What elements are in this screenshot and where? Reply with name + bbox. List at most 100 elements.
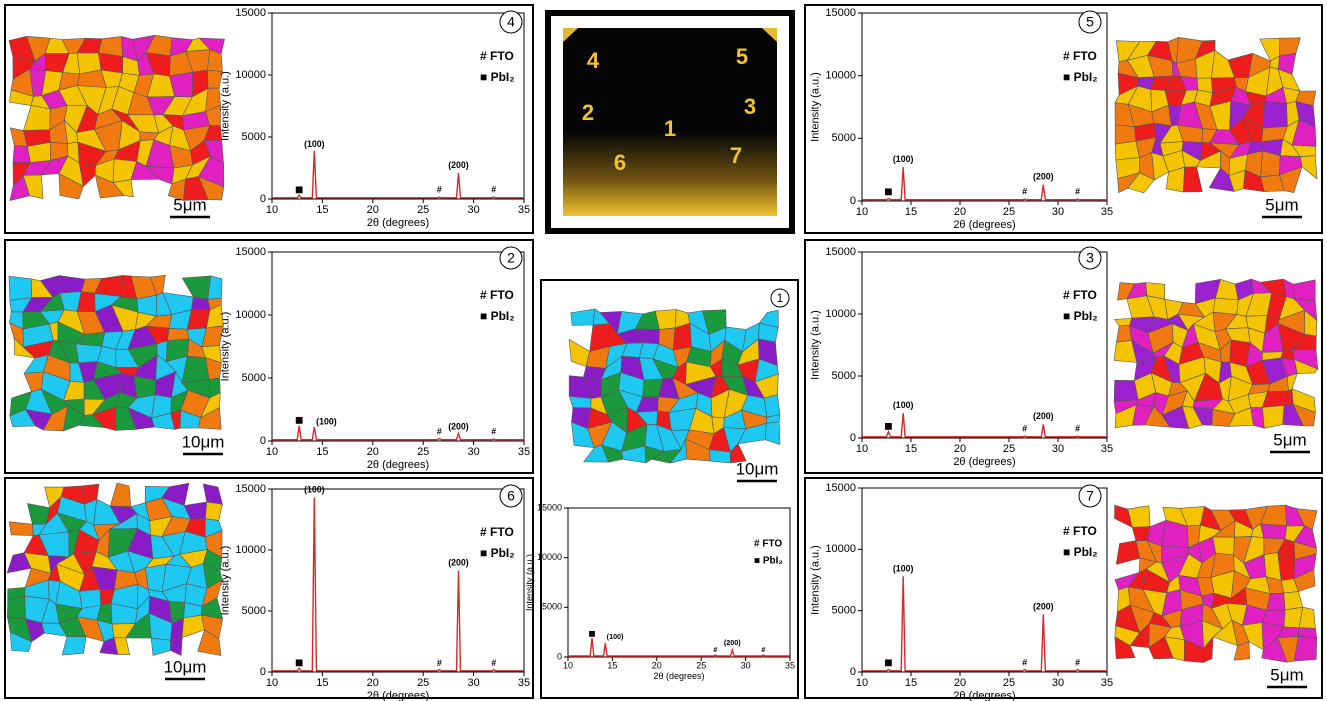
x-tick-label: 25 xyxy=(1003,443,1015,455)
scale-bar-label: 10μm xyxy=(182,432,225,451)
sample-label: 4 xyxy=(587,48,600,73)
x-tick-label: 10 xyxy=(856,677,868,689)
plot-area xyxy=(568,508,790,657)
sample-label: 3 xyxy=(744,94,756,119)
y-tick-label: 5000 xyxy=(832,605,856,617)
x-tick-label: 10 xyxy=(563,660,573,670)
y-tick-label: 10000 xyxy=(235,309,266,321)
annotation: ■ xyxy=(295,654,303,670)
x-tick-label: 25 xyxy=(417,677,429,689)
x-tick-label: 35 xyxy=(518,204,530,216)
y-tick-label: 5000 xyxy=(832,370,856,382)
grain xyxy=(1262,405,1284,428)
x-tick-label: 30 xyxy=(1052,206,1064,218)
scale-bar-label: 10μm xyxy=(164,657,207,676)
legend-entry: # FTO xyxy=(1063,288,1097,302)
annotation: # xyxy=(437,658,442,668)
y-tick-label: 15000 xyxy=(537,502,562,512)
y-axis-label: Intensity (a.u.) xyxy=(810,545,822,615)
y-tick-label: 15000 xyxy=(235,7,266,19)
x-tick-label: 35 xyxy=(1101,443,1113,455)
legend-entry: ■ PbI₂ xyxy=(480,70,515,84)
y-tick-label: 5000 xyxy=(832,132,856,144)
grain xyxy=(203,484,222,504)
grain xyxy=(9,276,32,300)
x-tick-label: 35 xyxy=(518,446,530,458)
legend-entry: ■ PbI₂ xyxy=(754,556,783,567)
annotation: ■ xyxy=(884,418,892,434)
x-tick-label: 30 xyxy=(467,677,479,689)
x-tick-label: 30 xyxy=(467,204,479,216)
y-tick-label: 0 xyxy=(260,666,266,678)
x-tick-label: 10 xyxy=(266,677,278,689)
annotation: # xyxy=(491,185,496,195)
grain xyxy=(9,522,33,536)
x-tick-label: 15 xyxy=(316,204,328,216)
plot-area xyxy=(862,13,1107,201)
legend-entry: # FTO xyxy=(480,525,514,539)
x-tick-label: 15 xyxy=(316,446,328,458)
annotation: (100) xyxy=(893,154,914,164)
x-tick-label: 35 xyxy=(1101,206,1113,218)
x-tick-label: 30 xyxy=(467,446,479,458)
plot-area xyxy=(862,488,1107,672)
y-tick-label: 10000 xyxy=(235,544,266,556)
grain xyxy=(1183,167,1202,192)
x-tick-label: 30 xyxy=(741,660,751,670)
x-tick-label: 20 xyxy=(954,206,966,218)
grain xyxy=(59,276,85,294)
annotation: # xyxy=(437,427,442,437)
y-tick-label: 5000 xyxy=(542,602,562,612)
x-tick-label: 20 xyxy=(367,446,379,458)
grain xyxy=(7,596,25,619)
x-tick-label: 25 xyxy=(417,204,429,216)
grain xyxy=(110,483,131,507)
x-tick-label: 30 xyxy=(1052,443,1064,455)
annotation: ■ xyxy=(295,181,303,197)
y-axis-label: Intensity (a.u.) xyxy=(810,72,822,142)
x-tick-label: 15 xyxy=(905,206,917,218)
plot-area xyxy=(272,489,524,672)
grain xyxy=(151,638,170,655)
y-axis-label: Intensity (a.u.) xyxy=(220,312,232,382)
scale-bar-label: 5μm xyxy=(1265,195,1298,214)
x-axis-label: 2θ (degrees) xyxy=(367,690,429,701)
annotation: (200) xyxy=(448,421,469,431)
annotation: (100) xyxy=(893,400,914,410)
grain xyxy=(569,396,591,408)
grain xyxy=(1213,537,1235,555)
grain xyxy=(24,372,43,392)
annotation: # xyxy=(437,185,442,195)
y-tick-label: 0 xyxy=(260,435,266,447)
y-tick-label: 15000 xyxy=(825,7,856,19)
grain xyxy=(764,395,780,418)
grain xyxy=(167,328,189,340)
annotation: (100) xyxy=(316,416,337,426)
x-tick-label: 20 xyxy=(367,677,379,689)
panel-number: 5 xyxy=(1086,14,1094,30)
annotation: ■ xyxy=(884,654,892,670)
grain xyxy=(709,450,730,463)
x-axis-label: 2θ (degrees) xyxy=(953,456,1015,468)
scale-bar-label: 5μm xyxy=(1273,430,1306,449)
annotation: (200) xyxy=(448,558,469,568)
grain xyxy=(1114,380,1138,401)
grain xyxy=(571,309,595,325)
x-tick-label: 35 xyxy=(1101,677,1113,689)
grain xyxy=(1294,636,1317,661)
legend-entry: ■ PbI₂ xyxy=(480,309,515,323)
annotation: # xyxy=(1075,658,1080,668)
plot-area xyxy=(862,252,1107,438)
x-tick-label: 25 xyxy=(696,660,706,670)
y-tick-label: 0 xyxy=(850,666,856,678)
grain-map xyxy=(1114,279,1318,428)
x-tick-label: 10 xyxy=(856,443,868,455)
x-tick-label: 10 xyxy=(266,204,278,216)
x-axis-label: 2θ (degrees) xyxy=(367,459,429,471)
annotation: ■ xyxy=(295,412,303,428)
annotation: (200) xyxy=(1033,601,1054,611)
y-tick-label: 10000 xyxy=(825,308,856,320)
grain-map xyxy=(1115,505,1318,662)
sample-label: 1 xyxy=(664,116,676,141)
y-tick-label: 0 xyxy=(850,195,856,207)
